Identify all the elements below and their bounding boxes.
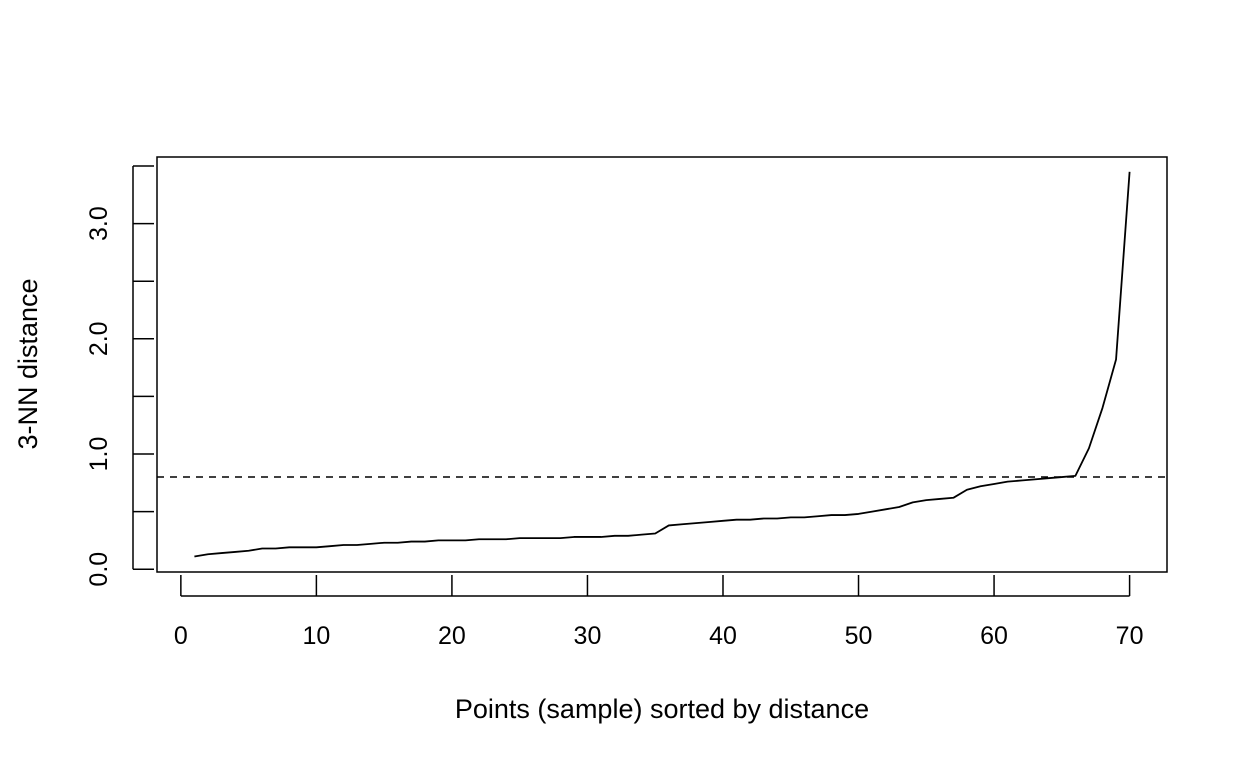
y-axis-label: 3-NN distance bbox=[13, 278, 43, 449]
y-tick-label: 2.0 bbox=[85, 321, 113, 356]
x-tick-label: 30 bbox=[574, 622, 602, 650]
y-tick-label: 3.0 bbox=[85, 206, 113, 241]
x-tick-label: 50 bbox=[845, 622, 873, 650]
y-tick-label: 1.0 bbox=[85, 437, 113, 472]
x-tick-label: 0 bbox=[174, 622, 188, 650]
x-tick-label: 60 bbox=[980, 622, 1008, 650]
y-axis: 0.0 1.0 2.0 3.0 bbox=[85, 165, 154, 587]
x-tick-label: 20 bbox=[438, 622, 466, 650]
x-tick-label: 40 bbox=[709, 622, 737, 650]
x-tick-label: 70 bbox=[1116, 622, 1144, 650]
series-line bbox=[194, 171, 1131, 558]
x-axis-label: Points (sample) sorted by distance bbox=[455, 694, 869, 724]
plot-frame bbox=[156, 156, 1168, 573]
x-tick-label: 10 bbox=[302, 622, 330, 650]
series-group bbox=[194, 171, 1131, 558]
y-tick-label: 0.0 bbox=[85, 552, 113, 587]
x-axis: 0 10 20 30 40 50 60 70 bbox=[174, 575, 1144, 650]
